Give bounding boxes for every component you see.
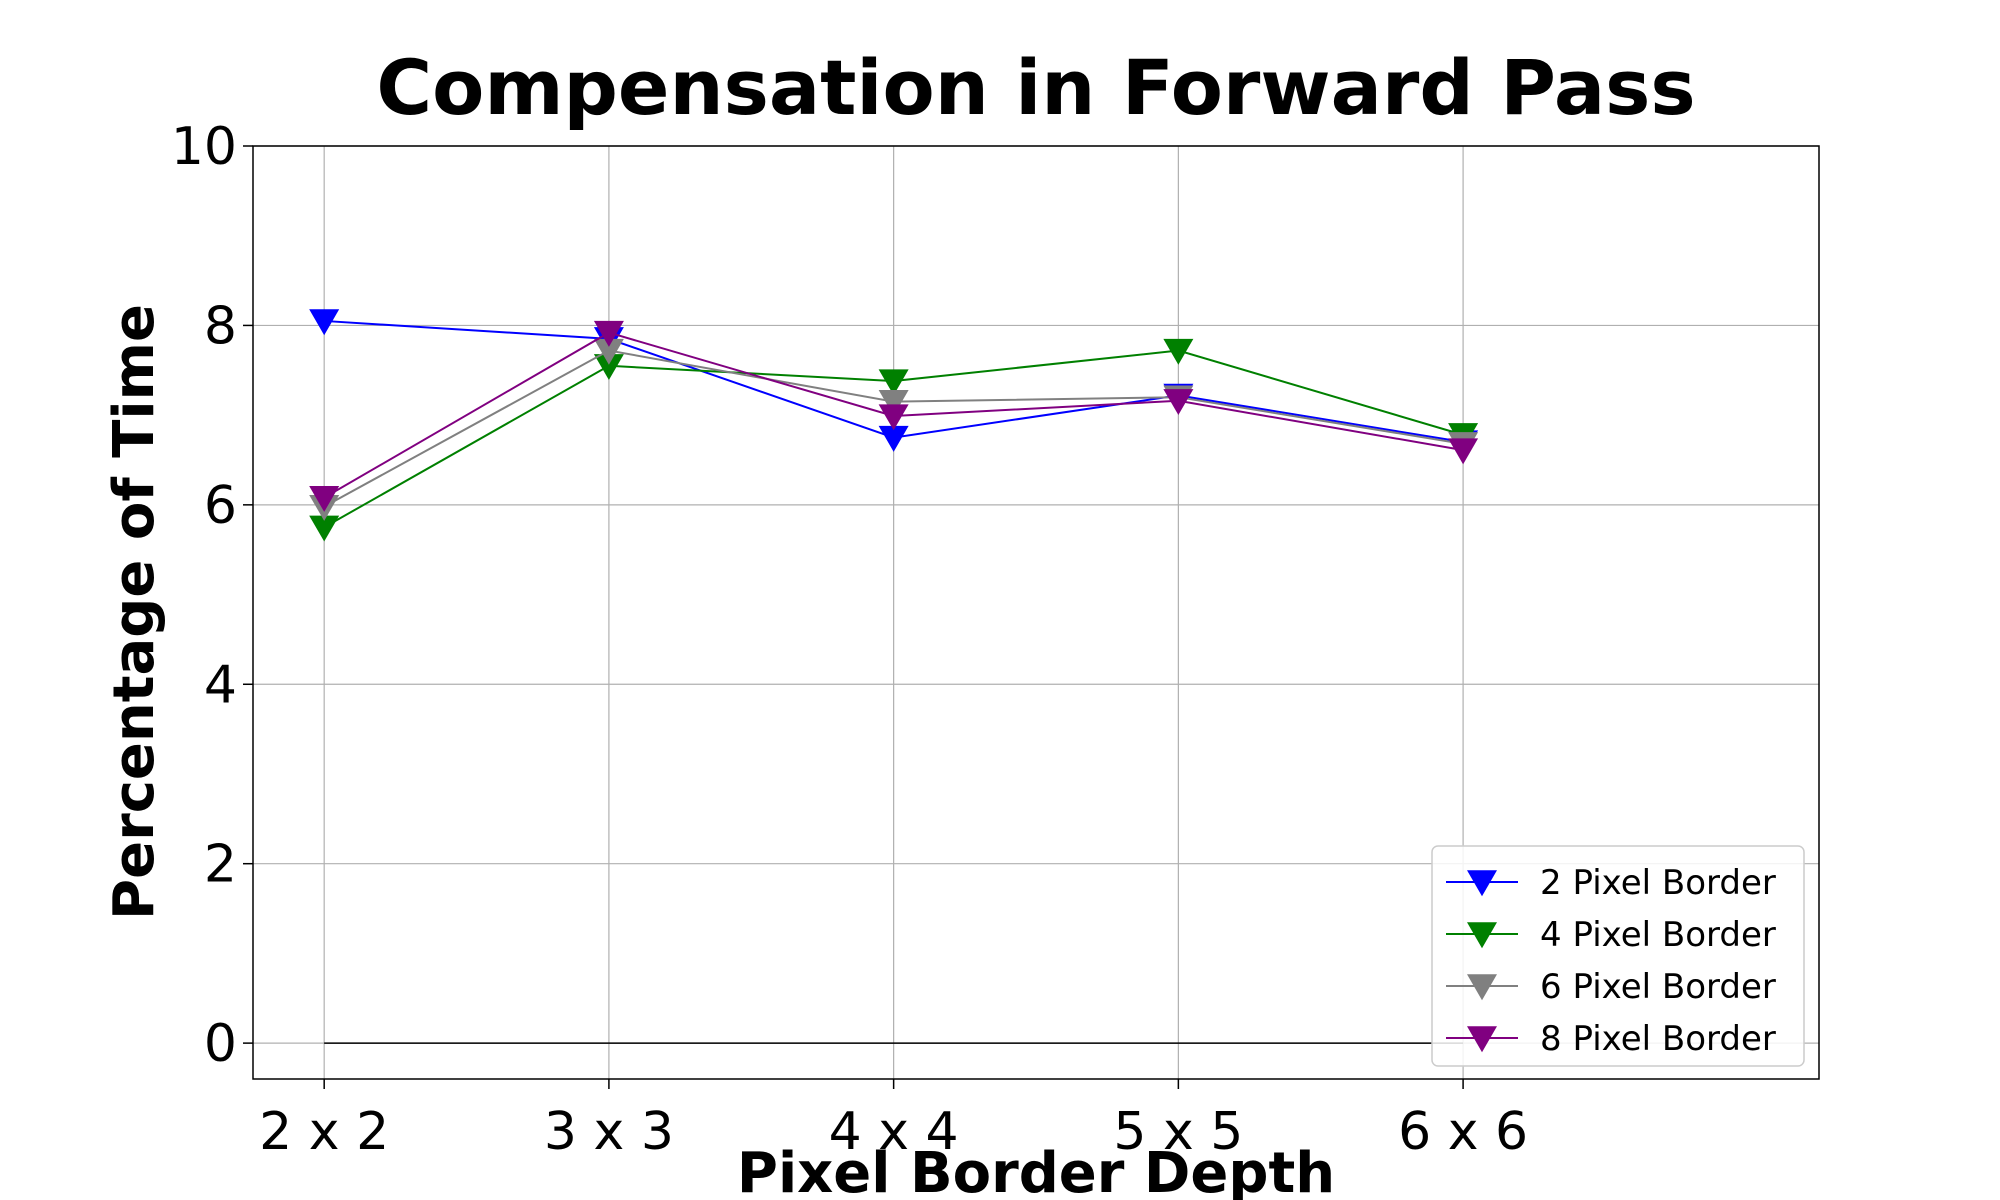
legend-label: 2 Pixel Border (1540, 863, 1776, 903)
x-tick-label: 6 x 6 (1398, 1102, 1528, 1162)
data-point (593, 320, 624, 347)
series-4 (309, 320, 1479, 512)
y-tick-label: 10 (171, 117, 237, 177)
x-axis-label: Pixel Border Depth (737, 1141, 1335, 1200)
legend-entry: 8 Pixel Border (1446, 1019, 1776, 1059)
legend-marker (1467, 974, 1497, 1001)
x-tick-label: 2 x 2 (259, 1102, 389, 1162)
x-tick-label: 5 x 5 (1113, 1102, 1243, 1162)
data-point (1163, 389, 1194, 416)
x-axis-ticks: 2 x 2 3 x 3 4 x 4 5 x 5 6 x 6 (259, 1079, 1528, 1162)
legend-label: 6 Pixel Border (1540, 967, 1776, 1007)
data-point (1163, 338, 1194, 365)
legend-entry: 6 Pixel Border (1446, 967, 1776, 1007)
legend-marker (1467, 1026, 1497, 1053)
x-tick-label: 4 x 4 (829, 1102, 959, 1162)
legend-marker (1467, 922, 1497, 949)
legend-label: 4 Pixel Border (1540, 915, 1776, 955)
data-point (1448, 438, 1479, 465)
data-point (593, 338, 624, 365)
legend-entry: 4 Pixel Border (1446, 915, 1776, 955)
legend-entry: 2 Pixel Border (1446, 863, 1776, 903)
y-axis-label: Percentage of Time (102, 304, 167, 920)
legend-marker (1467, 870, 1497, 897)
y-tick-label: 2 (204, 835, 237, 895)
plot-frame (252, 145, 1820, 1080)
legend: 2 Pixel Border 4 Pixel Border 6 Pixel Bord… (1431, 845, 1805, 1067)
series-layer (309, 309, 1479, 1044)
y-tick-label: 6 (204, 476, 237, 536)
data-point (593, 354, 624, 381)
legend-label: 8 Pixel Border (1540, 1019, 1776, 1059)
chart-title: Compensation in Forward Pass (376, 43, 1695, 132)
x-tick-label: 3 x 3 (544, 1102, 674, 1162)
data-point (309, 515, 340, 542)
y-axis-ticks: 0 2 4 6 8 10 (171, 117, 253, 1074)
legend-box (1431, 845, 1805, 1067)
y-tick-label: 4 (204, 655, 237, 715)
data-point (878, 404, 909, 431)
y-tick-label: 8 (204, 296, 237, 356)
data-point (878, 425, 909, 452)
y-tick-label: 0 (204, 1014, 237, 1074)
data-point (878, 369, 909, 396)
data-point (878, 389, 909, 416)
data-point (309, 309, 340, 336)
data-point (309, 485, 340, 512)
